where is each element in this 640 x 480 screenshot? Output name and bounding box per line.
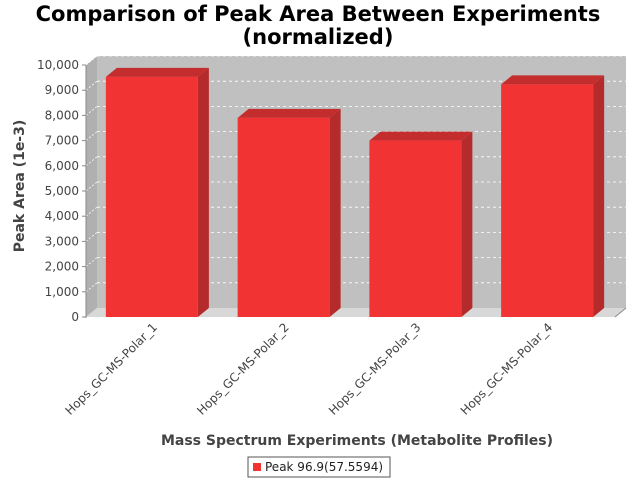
bar-side xyxy=(329,108,341,317)
bar-side xyxy=(461,131,473,317)
plot-floor xyxy=(86,308,626,317)
legend-label: Peak 96.9(57.5594) xyxy=(265,460,383,474)
bar-top xyxy=(501,75,605,85)
bar-3 xyxy=(369,131,473,317)
bar-4 xyxy=(501,75,605,318)
x-tick-label: Hops_GC-MS-Polar_1 xyxy=(62,320,160,418)
bar-1 xyxy=(105,67,209,318)
legend-box xyxy=(247,456,391,478)
bar-front xyxy=(501,84,594,318)
chart-title: Comparison of Peak Area Between Experime… xyxy=(36,2,601,49)
y-tick-label: 4,000 xyxy=(45,209,79,223)
y-axis-ticks: 0 1,000 2,000 3,000 4,000 5,000 6,000 7,000 8,00… xyxy=(37,58,87,324)
x-tick-label: Hops_GC-MS-Polar_2 xyxy=(194,320,292,418)
y-tick-label: 1,000 xyxy=(45,285,79,299)
bars xyxy=(105,67,605,318)
legend-swatch xyxy=(253,463,261,471)
bar-top xyxy=(237,108,341,118)
bar-2 xyxy=(237,108,341,317)
bar-top xyxy=(369,131,473,141)
chart-title-line-2: (normalized) xyxy=(243,25,394,49)
legend: Peak 96.9(57.5594) xyxy=(247,456,391,478)
bar-top xyxy=(105,67,209,77)
y-tick-label: 7,000 xyxy=(45,134,79,148)
x-axis-title: Mass Spectrum Experiments (Metabolite Pr… xyxy=(161,433,553,449)
bar-side xyxy=(197,67,209,318)
bar-front xyxy=(369,140,462,317)
y-tick-label: 3,000 xyxy=(45,234,79,248)
bar-side xyxy=(593,75,605,318)
x-tick-label: Hops_GC-MS-Polar_4 xyxy=(458,320,556,418)
y-tick-label: 9,000 xyxy=(45,83,79,97)
y-axis-title: Peak Area (1e-3) xyxy=(12,120,28,253)
y-tick-label: 0 xyxy=(71,310,79,324)
x-axis-ticks: Hops_GC-MS-Polar_1 Hops_GC-MS-Polar_2 Hops… xyxy=(62,320,555,418)
x-tick-label: Hops_GC-MS-Polar_3 xyxy=(326,320,424,418)
bar-front xyxy=(105,76,198,318)
y-tick-label: 8,000 xyxy=(45,108,79,122)
y-tick-label: 10,000 xyxy=(37,58,79,72)
plot-floor-edge xyxy=(614,307,627,318)
y-tick-label: 5,000 xyxy=(45,184,79,198)
bar-front xyxy=(237,117,330,317)
plot-left-wall xyxy=(86,56,97,317)
chart-title-line-1: Comparison of Peak Area Between Experime… xyxy=(36,2,601,26)
y-tick-label: 2,000 xyxy=(45,260,79,274)
y-tick-label: 6,000 xyxy=(45,159,79,173)
